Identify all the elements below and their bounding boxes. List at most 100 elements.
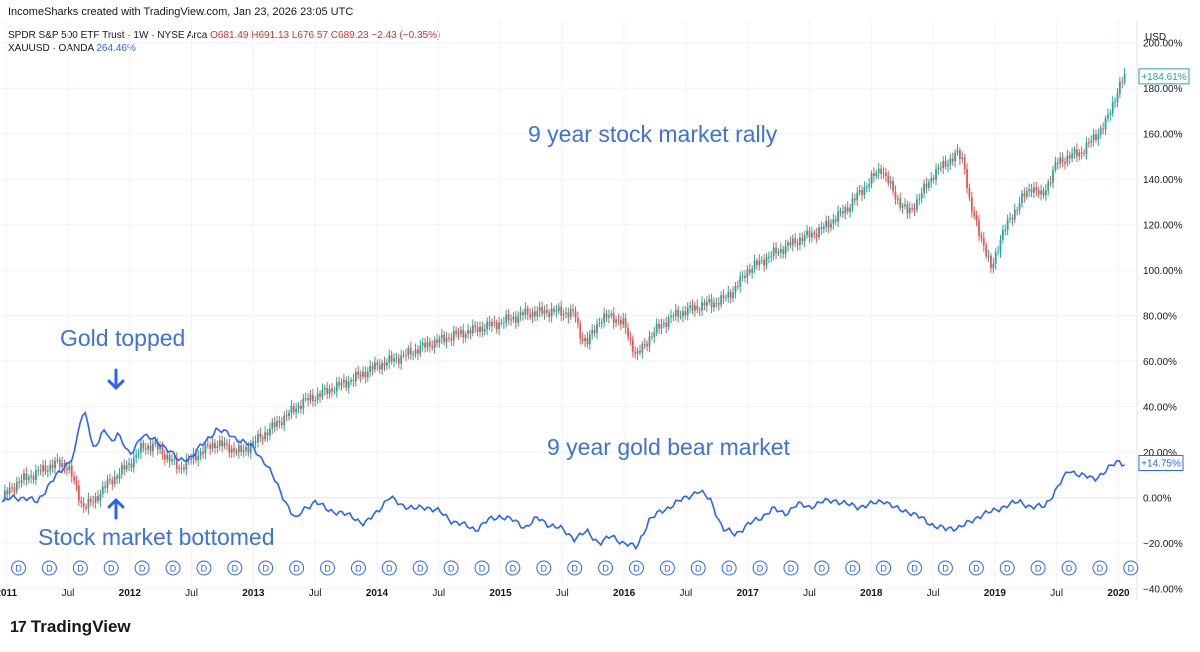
time-axis[interactable]: 2011 Jul 2012 Jul 2013 Jul 2014 Jul 2015 Jul 2016 J… bbox=[0, 588, 1130, 599]
candle-body bbox=[1030, 188, 1033, 193]
candle-body bbox=[328, 388, 331, 395]
candle-body bbox=[383, 362, 386, 366]
candle-body bbox=[810, 232, 813, 238]
x-tick-label: 2011 bbox=[0, 588, 17, 599]
candle-body bbox=[732, 292, 734, 298]
candle-body bbox=[765, 257, 768, 266]
dividend-marker-circle bbox=[320, 560, 336, 576]
dividend-marker-circle bbox=[690, 560, 706, 576]
candle-body bbox=[462, 329, 465, 338]
compare-symbol-legend[interactable]: XAUUSD · OANDA 264.46% bbox=[8, 43, 136, 54]
candle-body bbox=[779, 248, 782, 253]
candle-body bbox=[362, 371, 364, 377]
candle-body bbox=[753, 260, 756, 269]
candle-body bbox=[1083, 153, 1085, 155]
candle-body bbox=[591, 329, 594, 335]
candle-body bbox=[839, 211, 842, 213]
price-axis[interactable]: −40.00% −20.00% 0.00% 20.00% 40.00% 60.00% 80.… bbox=[1143, 39, 1183, 596]
candle-body bbox=[230, 448, 233, 454]
candle-body bbox=[615, 319, 617, 323]
candle-body bbox=[624, 318, 627, 328]
candle-body bbox=[799, 237, 801, 246]
candle-body bbox=[436, 339, 438, 343]
dividend-marker: D bbox=[1123, 560, 1139, 576]
candle-body bbox=[204, 444, 207, 454]
candle-body bbox=[302, 398, 305, 409]
candle-body bbox=[266, 432, 269, 436]
dividend-marker-circle bbox=[1030, 560, 1046, 576]
main-symbol-legend[interactable]: SPDR S&P 500 ETF Trust · 1W · NYSE Arca … bbox=[8, 30, 440, 41]
candle-body bbox=[1001, 229, 1004, 240]
dividend-marker: D bbox=[783, 560, 799, 576]
dividend-marker-label: D bbox=[355, 564, 362, 574]
candle-body bbox=[1044, 190, 1047, 196]
candle-body bbox=[884, 172, 887, 176]
x-tick-label: 2020 bbox=[1107, 588, 1130, 599]
candle-body bbox=[80, 500, 83, 504]
candle-body bbox=[257, 433, 259, 443]
candle-body bbox=[837, 211, 840, 222]
dividend-marker-label: D bbox=[139, 564, 146, 574]
candle-body bbox=[720, 295, 723, 305]
candle-body bbox=[85, 506, 87, 509]
dividend-marker-circle bbox=[350, 560, 366, 576]
candle-body bbox=[142, 443, 145, 449]
candle-body bbox=[268, 428, 271, 436]
candle-body bbox=[54, 460, 56, 469]
candle-body bbox=[30, 475, 33, 478]
candle-body bbox=[1061, 157, 1064, 163]
dividend-marker-circle bbox=[443, 560, 459, 576]
dividend-marker: D bbox=[1030, 560, 1046, 576]
candle-body bbox=[1092, 134, 1095, 141]
candle-body bbox=[116, 476, 118, 479]
dividend-marker-label: D bbox=[541, 564, 548, 574]
candle-body bbox=[612, 313, 615, 323]
candle-body bbox=[536, 311, 539, 317]
candle-body bbox=[622, 318, 625, 325]
candle-body bbox=[665, 322, 668, 327]
candle-body bbox=[206, 444, 209, 446]
candle-body bbox=[314, 399, 317, 402]
candle-body bbox=[20, 479, 23, 483]
y-tick-label: 60.00% bbox=[1143, 357, 1177, 368]
candle-body bbox=[970, 197, 973, 212]
candle-body bbox=[1035, 187, 1038, 191]
dividend-marker-circle bbox=[1092, 560, 1108, 576]
dividend-marker-label: D bbox=[1128, 564, 1135, 574]
candle-body bbox=[791, 238, 794, 246]
candle-body bbox=[662, 322, 665, 325]
tradingview-logo[interactable]: 17 TradingView bbox=[10, 617, 131, 637]
candle-body bbox=[1078, 152, 1081, 157]
candle-body bbox=[66, 468, 68, 470]
candle-body bbox=[990, 255, 992, 269]
candle-body bbox=[586, 337, 589, 345]
dividend-marker-circle bbox=[814, 560, 830, 576]
candle-body bbox=[385, 362, 388, 366]
candle-body bbox=[842, 211, 844, 214]
candle-body bbox=[223, 442, 226, 447]
candle-body bbox=[295, 408, 298, 413]
candle-body bbox=[803, 235, 806, 242]
candle-body bbox=[390, 355, 393, 362]
candle-body bbox=[233, 448, 235, 452]
candle-body bbox=[1047, 182, 1050, 191]
candle-body bbox=[283, 415, 286, 426]
candle-body bbox=[1123, 73, 1126, 83]
dividend-marker-circle bbox=[381, 560, 397, 576]
x-tick-label: Jul bbox=[62, 588, 75, 599]
candle-body bbox=[901, 205, 904, 208]
candle-body bbox=[51, 464, 54, 469]
candle-body bbox=[830, 223, 832, 228]
dividend-marker-label: D bbox=[911, 564, 918, 574]
candle-body bbox=[159, 446, 161, 450]
candle-body bbox=[507, 314, 510, 320]
candle-body bbox=[553, 308, 555, 312]
candle-body bbox=[777, 252, 780, 254]
candle-body bbox=[596, 323, 598, 334]
candle-body bbox=[405, 354, 407, 356]
candle-body bbox=[135, 454, 138, 458]
candle-body bbox=[693, 305, 696, 311]
dividend-marker-label: D bbox=[695, 564, 702, 574]
